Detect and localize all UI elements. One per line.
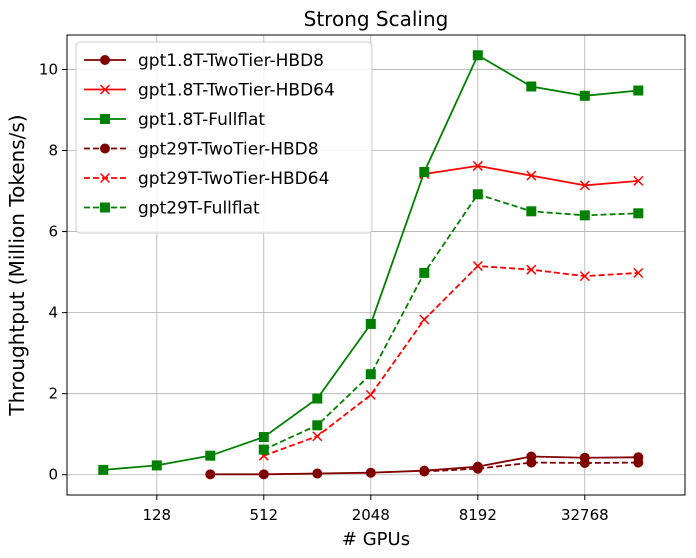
legend-frame (75, 41, 373, 234)
data-point (579, 90, 590, 101)
legend-label: gpt1.8T-TwoTier-HBD64 (138, 81, 335, 101)
x-axis-label: # GPUs (342, 529, 410, 550)
marker-stroke (633, 267, 644, 278)
data-point (312, 431, 323, 442)
y-axis-label: Throughtput (Million Tokens/s) (5, 114, 29, 416)
data-point (472, 260, 483, 272)
data-point (633, 208, 644, 219)
marker-stroke (579, 180, 590, 191)
y-tick-label: 0 (48, 466, 58, 484)
data-point (258, 444, 269, 455)
legend-swatch-marker (100, 55, 110, 65)
data-point (365, 389, 376, 400)
x-tick-label: 2048 (352, 506, 390, 524)
legend-swatch-marker (99, 172, 111, 184)
marker-stroke (99, 172, 111, 184)
data-point (526, 264, 537, 275)
data-point (472, 463, 483, 474)
data-point (312, 468, 323, 479)
axis-ticks: 128 512 2048 8192 32768 0 2 4 6 8 10 (39, 60, 609, 524)
marker-stroke (526, 264, 537, 275)
legend-entry: gpt29T-TwoTier-HBD64 (84, 169, 329, 189)
data-point (579, 210, 590, 221)
legend-label: gpt29T-TwoTier-HBD8 (138, 140, 319, 160)
plot-frame (66, 34, 686, 496)
marker-stroke (472, 260, 483, 272)
legend-entry: gpt29T-Fullflat (84, 199, 260, 219)
legend-entry: gpt29T-TwoTier-HBD8 (84, 140, 319, 160)
data-point (579, 271, 590, 282)
data-point (312, 393, 323, 404)
data-point (98, 464, 109, 475)
legend-entry: gpt1.8T-Fullflat (84, 110, 265, 130)
data-point (633, 457, 644, 468)
data-point (419, 466, 430, 477)
y-tick-label: 4 (48, 304, 58, 322)
data-point (419, 166, 430, 177)
data-point (472, 160, 483, 171)
series-gpt1-8t-fullflat (98, 50, 644, 475)
data-point (579, 180, 590, 191)
legend-label: gpt1.8T-Fullflat (138, 110, 265, 130)
marker-stroke (579, 271, 590, 282)
data-point (633, 267, 644, 278)
data-point (312, 420, 323, 431)
legend-label: gpt1.8T-TwoTier-HBD8 (138, 51, 324, 71)
series-gpt29t-twotier-hbd64 (258, 260, 644, 461)
y-tick-label: 10 (39, 60, 58, 78)
marker-stroke (312, 431, 323, 442)
marker-stroke (633, 175, 644, 186)
data-point (419, 314, 430, 325)
x-tick-label: 512 (249, 506, 278, 524)
series-gpt29t-twotier-hbd8 (419, 457, 644, 477)
legend: gpt1.8T-TwoTier-HBD8 gpt1.8T-TwoTier-HBD6… (75, 41, 373, 234)
data-point (526, 170, 537, 181)
data-point (258, 469, 269, 480)
series-gpt29t-fullflat (258, 189, 644, 455)
series-line (263, 265, 639, 457)
data-point (365, 369, 376, 380)
data-point (633, 175, 644, 186)
data-point (472, 50, 483, 61)
legend-entry: gpt1.8T-TwoTier-HBD8 (84, 51, 324, 71)
data-point (633, 85, 644, 96)
marker-stroke (526, 170, 537, 181)
series-line (263, 193, 639, 451)
marker-stroke (419, 314, 430, 325)
data-point (205, 469, 216, 480)
data-point (258, 432, 269, 443)
y-tick-label: 2 (48, 385, 58, 403)
x-tick-label: 32768 (561, 506, 609, 524)
legend-label: gpt29T-Fullflat (138, 199, 260, 219)
legend-swatch-marker (100, 114, 110, 124)
y-tick-label: 6 (48, 223, 58, 241)
data-point (472, 189, 483, 200)
data-point (151, 460, 162, 471)
series-gpt1-8t-twotier-hbd64 (419, 160, 644, 191)
marker-stroke (99, 84, 111, 95)
data-point (579, 457, 590, 468)
legend-swatch-marker (99, 84, 111, 95)
data-point (205, 450, 216, 461)
data-point (365, 467, 376, 478)
legend-swatch-marker (100, 202, 110, 213)
chart-title: Strong Scaling (304, 7, 449, 31)
legend-label: gpt29T-TwoTier-HBD64 (138, 169, 329, 189)
marker-stroke (472, 160, 483, 171)
data-series (98, 50, 644, 480)
data-point (526, 206, 537, 217)
data-point (526, 81, 537, 92)
legend-swatch-marker (100, 143, 110, 154)
legend-entry: gpt1.8T-TwoTier-HBD64 (84, 81, 335, 101)
marker-stroke (365, 389, 376, 400)
x-tick-label: 128 (142, 506, 171, 524)
data-point (365, 318, 376, 329)
data-point (526, 457, 537, 468)
x-tick-label: 8192 (459, 506, 497, 524)
data-point (419, 267, 430, 278)
y-tick-label: 8 (48, 142, 58, 160)
